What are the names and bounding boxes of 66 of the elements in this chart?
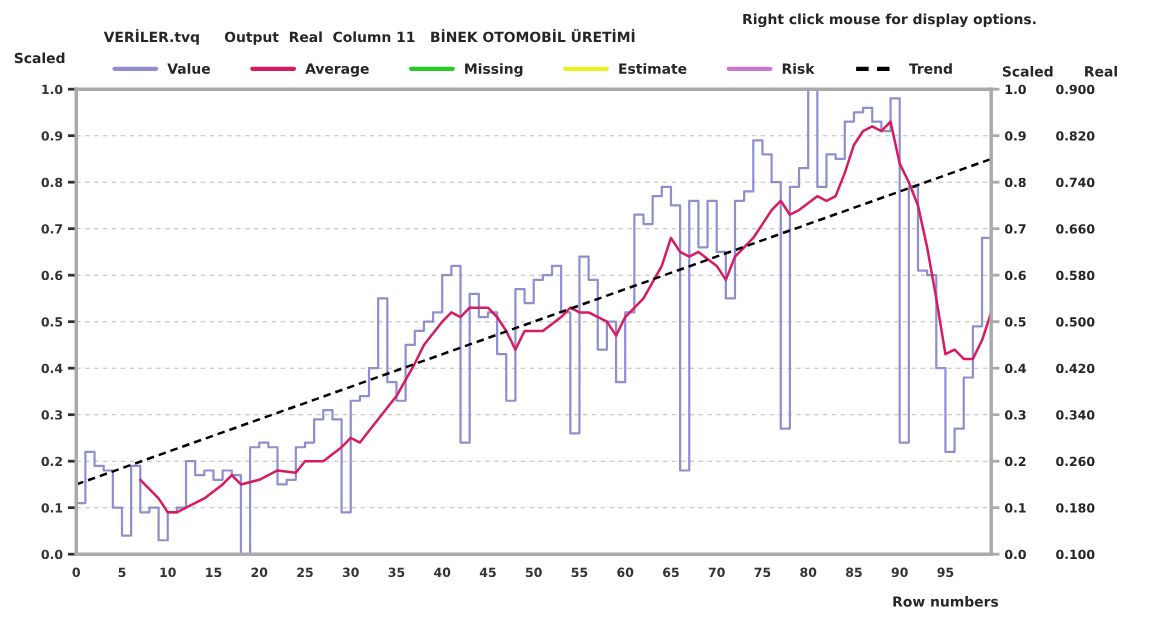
y2-tick-label: 0.3 bbox=[1004, 410, 1026, 420]
x-tick-label: 25 bbox=[297, 567, 313, 578]
y-tick-label: 0.6 bbox=[41, 270, 63, 281]
y-axis-title: Scaled bbox=[14, 52, 65, 64]
y2-tick-label: 0.1 bbox=[1004, 503, 1026, 513]
legend-label: Value bbox=[167, 63, 210, 74]
x-tick-label: 60 bbox=[617, 567, 634, 578]
legend-label: Estimate bbox=[619, 63, 687, 74]
y3-tick-label: 0.420 bbox=[1056, 363, 1095, 374]
y2-tick-label: 0.4 bbox=[1004, 363, 1026, 374]
x-tick-label: 70 bbox=[708, 567, 725, 578]
y-tick-label: 0.7 bbox=[41, 224, 63, 234]
x-tick-label: 15 bbox=[206, 567, 222, 578]
x-tick-label: 30 bbox=[342, 567, 359, 578]
y2-tick-label: 1.0 bbox=[1005, 84, 1026, 95]
text: Right click mouse for display options. bbox=[743, 13, 1036, 28]
y2-tick-label: 0.6 bbox=[1004, 270, 1026, 281]
y2-tick-label: 0.8 bbox=[1004, 177, 1026, 188]
y3-tick-label: 0.100 bbox=[1056, 549, 1095, 560]
y-tick-label: 0.3 bbox=[41, 410, 63, 420]
chart-title: VERİLER.tvq Output Real Column 11 BİNEK OTOMOBİL ÜRETİMİ bbox=[103, 29, 635, 45]
x-tick-label: 85 bbox=[846, 567, 862, 578]
legend-label: Average bbox=[305, 63, 369, 77]
y-tick-label: 0.2 bbox=[41, 456, 62, 467]
x-axis-title: Row numbers bbox=[893, 596, 999, 607]
y3-tick-label: 0.180 bbox=[1056, 503, 1095, 513]
x-tick-label: 10 bbox=[160, 567, 176, 578]
legend-label: Risk bbox=[782, 63, 815, 74]
y3-tick-label: 0.500 bbox=[1056, 317, 1095, 327]
x-tick-label: 35 bbox=[388, 567, 405, 578]
y3-tick-label: 0.660 bbox=[1056, 224, 1095, 234]
y3-axis-title: Real bbox=[1085, 65, 1117, 77]
x-tick-label: 5 bbox=[118, 567, 126, 578]
y2-tick-label: 0.0 bbox=[1004, 549, 1026, 560]
x-tick-label: 20 bbox=[251, 567, 268, 578]
x-tick-label: 95 bbox=[937, 567, 954, 578]
y-tick-label: 0.0 bbox=[41, 549, 63, 560]
y3-tick-label: 0.820 bbox=[1056, 131, 1095, 141]
x-tick-label: 50 bbox=[525, 567, 542, 578]
x-tick-label: 0 bbox=[72, 567, 80, 578]
x-tick-label: 80 bbox=[800, 567, 817, 578]
y2-tick-label: 0.9 bbox=[1004, 131, 1026, 141]
y3-tick-label: 0.340 bbox=[1056, 410, 1095, 420]
y2-tick-label: 0.2 bbox=[1004, 456, 1026, 467]
y-tick-label: 1.0 bbox=[42, 84, 63, 95]
y-tick-label: 0.9 bbox=[41, 131, 63, 141]
y2-tick-label: 0.7 bbox=[1004, 224, 1026, 234]
line-series bbox=[139, 120, 992, 514]
legend-label: Trend bbox=[908, 63, 952, 74]
y3-tick-label: 0.900 bbox=[1056, 84, 1095, 95]
y-tick-label: 0.4 bbox=[41, 363, 63, 374]
y-tick-label: 0.1 bbox=[41, 503, 63, 513]
x-tick-label: 65 bbox=[663, 567, 679, 578]
x-tick-label: 55 bbox=[571, 567, 588, 578]
y3-tick-label: 0.260 bbox=[1056, 456, 1095, 467]
y-tick-label: 0.8 bbox=[41, 177, 63, 188]
x-tick-label: 40 bbox=[434, 567, 451, 578]
x-tick-label: 90 bbox=[891, 567, 908, 578]
y2-axis-title: Scaled bbox=[1002, 65, 1053, 77]
y3-tick-label: 0.580 bbox=[1056, 270, 1095, 281]
y-tick-label: 0.5 bbox=[41, 317, 63, 327]
y3-tick-label: 0.740 bbox=[1056, 177, 1095, 188]
legend-label: Missing bbox=[465, 63, 523, 77]
y2-tick-label: 0.5 bbox=[1004, 317, 1026, 327]
x-tick-label: 45 bbox=[479, 567, 496, 578]
x-tick-label: 75 bbox=[754, 567, 771, 578]
